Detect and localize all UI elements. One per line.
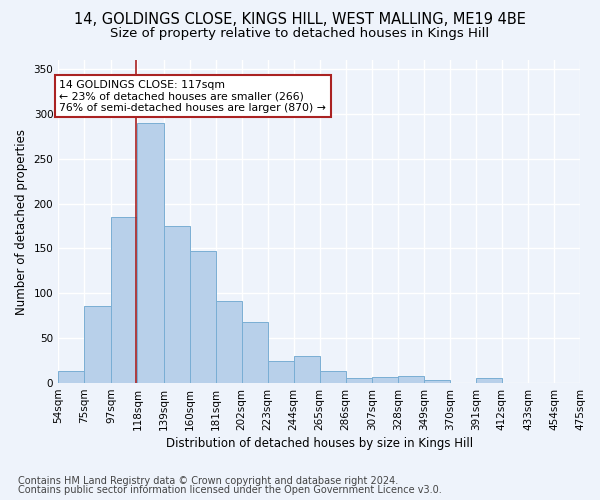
Bar	[476, 378, 502, 383]
Text: Size of property relative to detached houses in Kings Hill: Size of property relative to detached ho…	[110, 28, 490, 40]
Bar	[268, 360, 293, 383]
Bar	[84, 306, 112, 383]
Bar	[398, 376, 424, 383]
Bar	[164, 226, 190, 383]
Bar	[112, 217, 137, 383]
Text: 14 GOLDINGS CLOSE: 117sqm
← 23% of detached houses are smaller (266)
76% of semi: 14 GOLDINGS CLOSE: 117sqm ← 23% of detac…	[59, 80, 326, 113]
Bar	[137, 123, 164, 383]
Bar	[424, 380, 450, 383]
Bar	[293, 356, 320, 383]
Text: Contains public sector information licensed under the Open Government Licence v3: Contains public sector information licen…	[18, 485, 442, 495]
Y-axis label: Number of detached properties: Number of detached properties	[15, 128, 28, 314]
Bar	[372, 377, 398, 383]
Bar	[242, 322, 268, 383]
Bar	[58, 372, 84, 383]
Bar	[346, 378, 372, 383]
Bar	[320, 370, 346, 383]
Bar	[190, 251, 215, 383]
Text: 14, GOLDINGS CLOSE, KINGS HILL, WEST MALLING, ME19 4BE: 14, GOLDINGS CLOSE, KINGS HILL, WEST MAL…	[74, 12, 526, 28]
X-axis label: Distribution of detached houses by size in Kings Hill: Distribution of detached houses by size …	[166, 437, 473, 450]
Text: Contains HM Land Registry data © Crown copyright and database right 2024.: Contains HM Land Registry data © Crown c…	[18, 476, 398, 486]
Bar	[215, 300, 242, 383]
